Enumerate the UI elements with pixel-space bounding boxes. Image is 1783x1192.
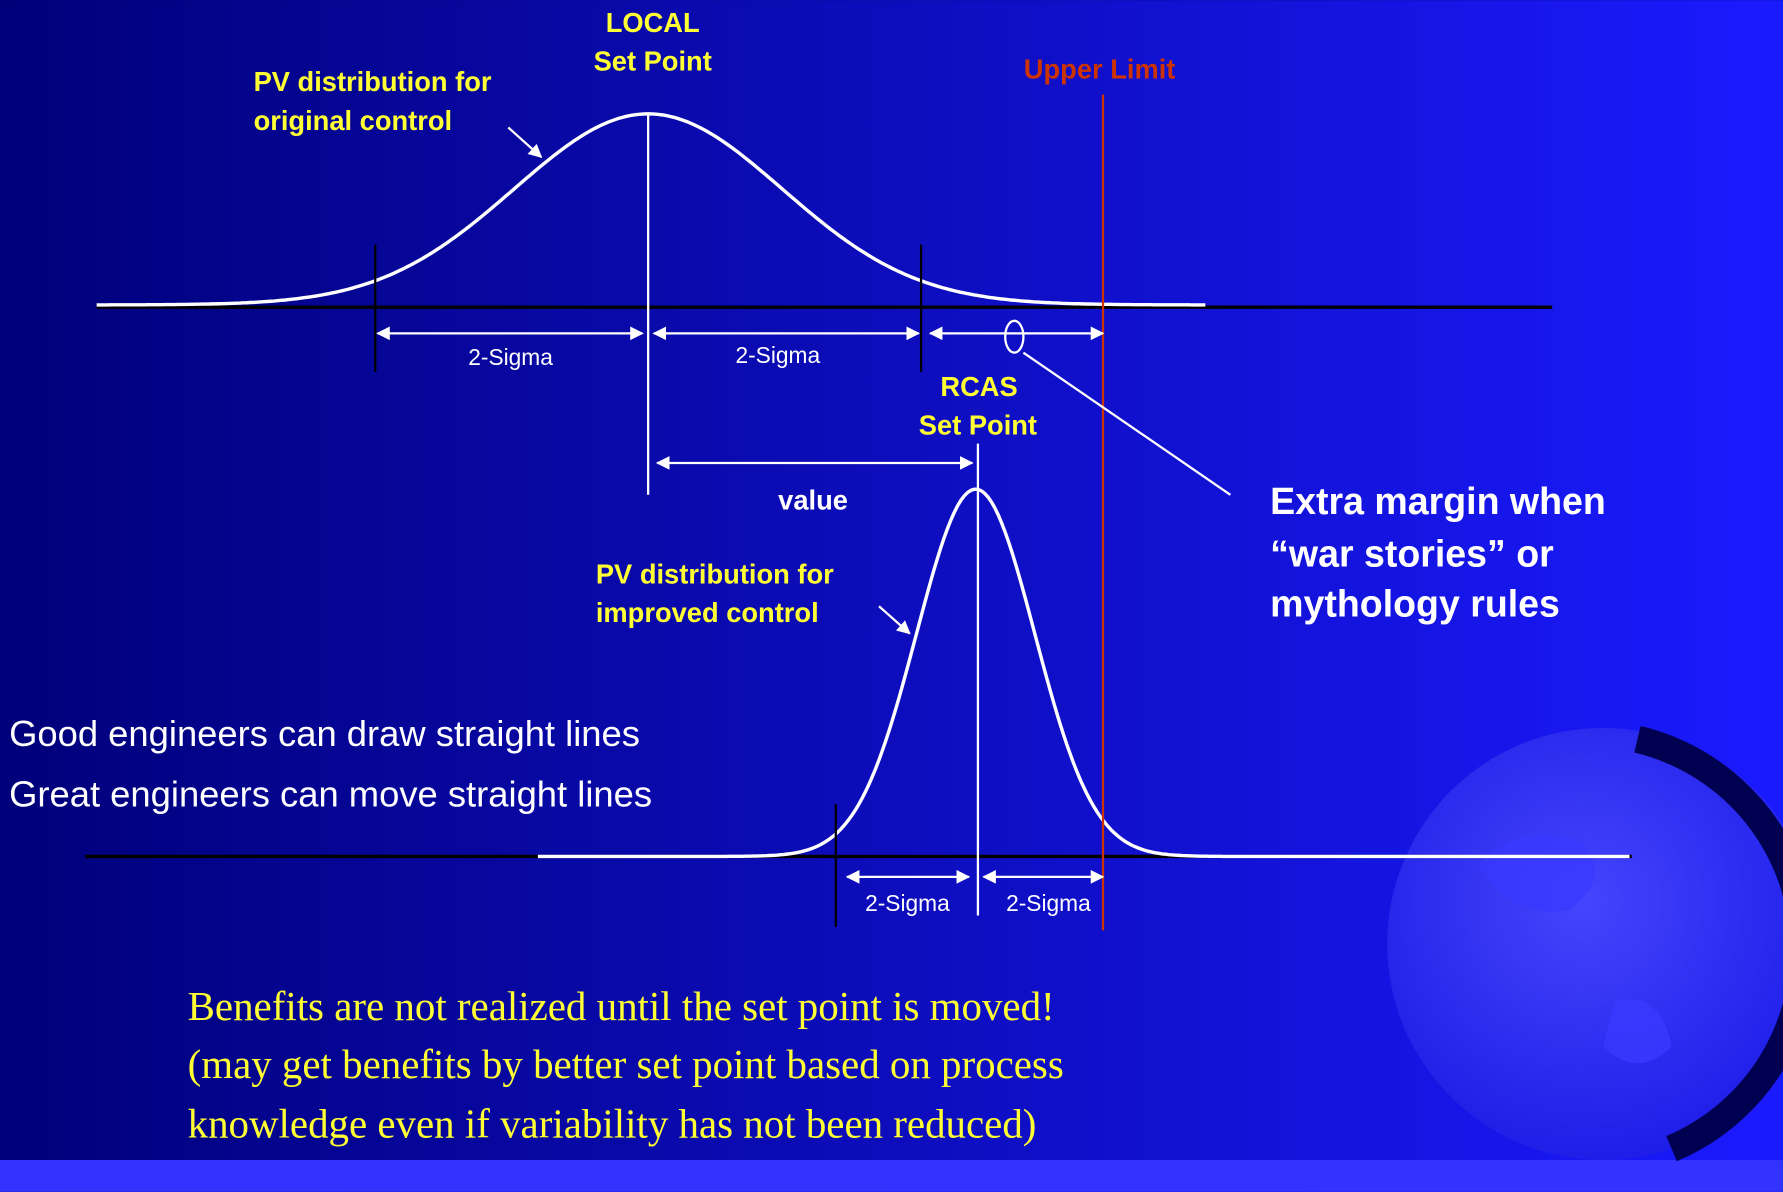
rcas-label: RCAS xyxy=(940,371,1017,402)
sigma-label: 2-Sigma xyxy=(1006,890,1091,916)
local-label: Set Point xyxy=(594,46,712,77)
upper-limit-label: Upper Limit xyxy=(1024,54,1176,85)
footer-strip xyxy=(0,1160,1783,1192)
value-label: value xyxy=(778,485,848,516)
extra-margin: mythology rules xyxy=(1270,582,1560,624)
sigma-label: 2-Sigma xyxy=(468,344,553,370)
local-label: LOCAL xyxy=(606,7,700,38)
pv-original-label: original control xyxy=(254,105,453,136)
benefits: Benefits are not realized until the set … xyxy=(188,984,1055,1029)
pv-original-label: PV distribution for xyxy=(254,66,492,97)
benefits: knowledge even if variability has not be… xyxy=(188,1101,1037,1146)
benefits: (may get benefits by better set point ba… xyxy=(188,1042,1064,1087)
pv-improved-label: PV distribution for xyxy=(596,558,834,589)
extra-margin: “war stories” or xyxy=(1270,532,1554,574)
quote: Good engineers can draw straight lines xyxy=(9,713,640,754)
rcas-label: Set Point xyxy=(919,410,1037,441)
quote: Great engineers can move straight lines xyxy=(9,773,652,814)
sigma-label: 2-Sigma xyxy=(735,342,820,368)
extra-margin: Extra margin when xyxy=(1270,480,1606,522)
slide: LOCAL Set Point PV distribution for orig… xyxy=(0,0,1783,1192)
pv-improved-label: improved control xyxy=(596,597,819,628)
page: LOCAL Set Point PV distribution for orig… xyxy=(0,0,1783,1192)
sigma-label: 2-Sigma xyxy=(865,890,950,916)
